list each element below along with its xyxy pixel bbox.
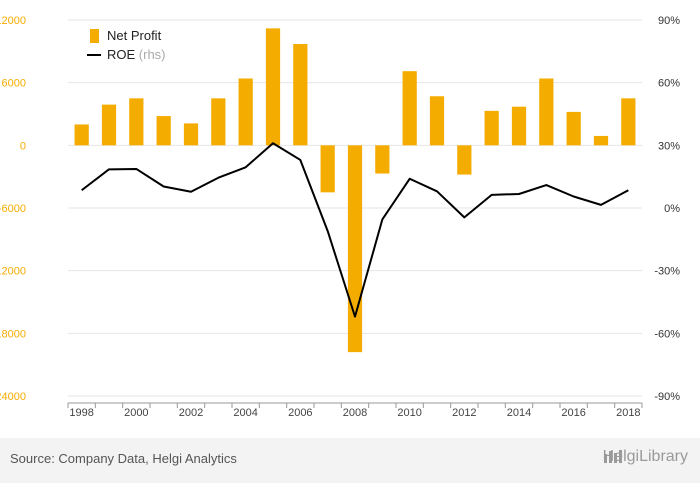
x-tick-label: 2004 [233, 407, 257, 419]
legend-label-roe-suffix: (rhs) [139, 47, 166, 62]
bar [429, 96, 445, 146]
bar [375, 145, 390, 174]
y-left-tick-label: -24000 [0, 391, 26, 403]
bar [156, 116, 171, 146]
bar [129, 98, 144, 146]
roe-line [81, 142, 629, 318]
brand-name: HelgiLibrary [602, 448, 688, 465]
y-left-tick-label: -6000 [0, 203, 26, 215]
legend-swatch-net-profit [90, 29, 99, 43]
bar [539, 78, 554, 146]
bar [457, 145, 472, 175]
x-tick-label: 2010 [397, 407, 421, 419]
y-right-tick-label: -90% [654, 391, 680, 403]
bar [265, 28, 281, 146]
y-right-tick-label: 90% [658, 15, 680, 27]
y-right-tick-label: -30% [654, 266, 680, 278]
x-tick-label: 1998 [69, 407, 93, 419]
y-left-tick-label: 6000 [2, 78, 26, 90]
bar [238, 78, 253, 146]
bar [566, 111, 581, 146]
x-tick-label: 2016 [561, 407, 585, 419]
source-note: Source: Company Data, Helgi Analytics [10, 451, 237, 466]
y-left-tick-label: -12000 [0, 266, 26, 278]
y-right-tick-label: 30% [658, 140, 680, 152]
brand-logo: HelgiLibrary [603, 448, 688, 466]
bar [621, 98, 636, 146]
x-tick-label: 2000 [124, 407, 148, 419]
bar [347, 145, 363, 353]
y-right-tick-label: 0% [664, 203, 680, 215]
bar [402, 71, 417, 146]
bar [511, 106, 527, 146]
legend-label-roe: ROE (rhs) [107, 47, 166, 62]
footer: Source: Company Data, Helgi Analytics He… [0, 438, 700, 483]
bar [484, 110, 499, 146]
x-tick-label: 2018 [616, 407, 640, 419]
x-tick-label: 2008 [343, 407, 367, 419]
y-right-tick-label: -60% [654, 328, 680, 340]
bar [593, 135, 609, 146]
bar [211, 98, 226, 146]
bar [293, 44, 308, 146]
x-tick-label: 2014 [507, 407, 531, 419]
bar [320, 145, 335, 193]
y-left-tick-label: 12000 [0, 15, 26, 27]
y-left-tick-label: -18000 [0, 328, 26, 340]
bar [101, 104, 117, 146]
x-tick-label: 2002 [179, 407, 203, 419]
y-left-tick-label: 0 [20, 140, 26, 152]
y-right-tick-label: 60% [658, 78, 680, 90]
library-icon [603, 450, 622, 463]
bar [74, 124, 89, 146]
legend-label-net-profit: Net Profit [107, 28, 162, 43]
x-tick-label: 2006 [288, 407, 312, 419]
combo-chart: 12000 6000 0 -6000 -12000 -18000 -24000 90% 60% 3… [0, 15, 680, 419]
x-tick-label: 2012 [452, 407, 476, 419]
bar [183, 123, 199, 146]
